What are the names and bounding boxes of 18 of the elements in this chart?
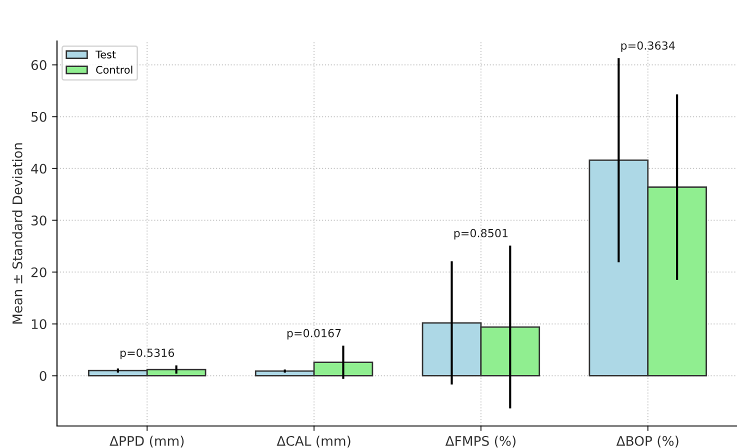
y-tick-label: 10	[32, 319, 46, 330]
annotation: p=0.8501	[454, 228, 508, 240]
x-tick-label: ΔFMPS (%)	[445, 436, 516, 448]
y-tick-label: 0	[40, 370, 46, 381]
y-tick-label: 50	[32, 112, 46, 122]
legend-label: Control	[96, 66, 132, 74]
annotation: p=0.3634	[621, 41, 675, 52]
x-tick-label: ΔBOP (%)	[616, 436, 678, 448]
x-tick-label: ΔCAL (mm)	[276, 436, 350, 448]
y-axis-title: Mean ± Standard Deviation	[12, 143, 22, 324]
legend-label: Test	[96, 50, 116, 58]
y-tick-label: 30	[31, 216, 46, 226]
x-tick-label: ΔPPD (mm)	[110, 436, 184, 448]
y-tick-label: 20	[31, 267, 46, 278]
y-tick-label: 60	[31, 60, 46, 70]
y-tick-label: 40	[31, 164, 46, 174]
annotation: p=0.0167	[287, 328, 341, 340]
annotation: p=0.5316	[120, 348, 174, 360]
